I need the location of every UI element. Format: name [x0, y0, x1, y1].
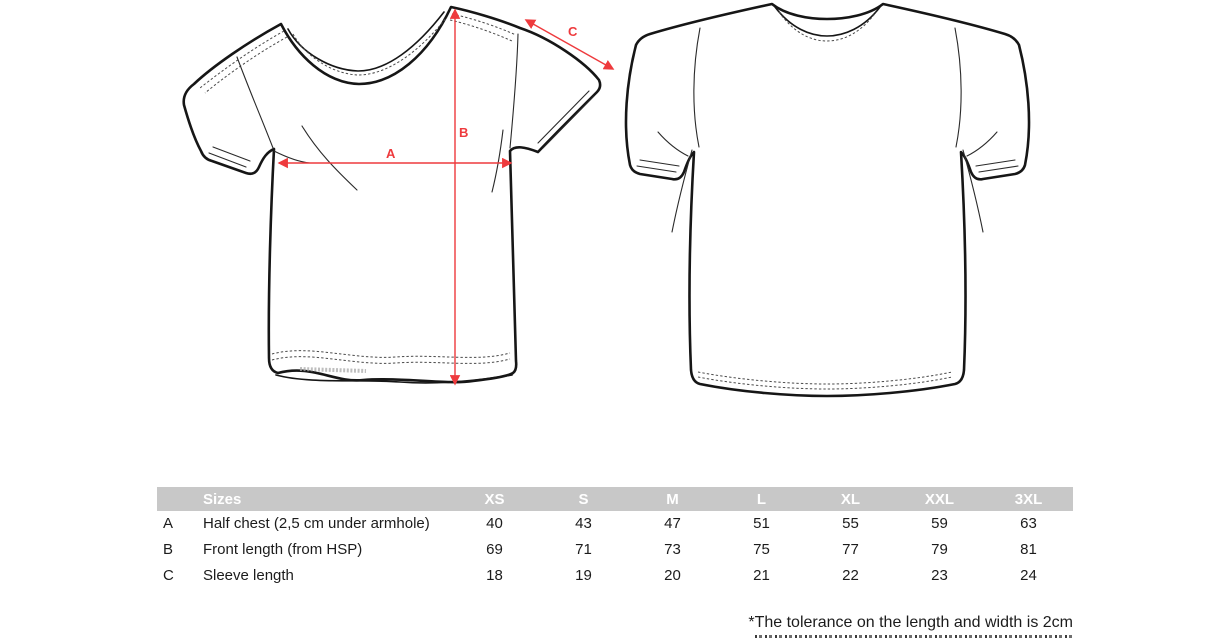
header-sizes-label: Sizes	[203, 490, 242, 508]
row-letter: C	[163, 566, 174, 584]
row-value: 77	[842, 541, 859, 559]
tshirt-front-view	[182, 5, 602, 384]
row-value: 73	[664, 541, 681, 559]
tshirt-back-hem-stitch	[697, 371, 953, 390]
row-value: 47	[664, 515, 681, 533]
cutoff-text-line	[755, 635, 1075, 638]
header-col-s: S	[578, 490, 589, 508]
tshirt-front-shoulder-stitch-left	[199, 30, 288, 94]
measure-c-line	[524, 19, 615, 70]
tshirt-back-cuff-right	[975, 159, 1019, 173]
row-value: 22	[842, 566, 859, 584]
row-value: 24	[1020, 566, 1037, 584]
tshirt-front-collar-stitch	[292, 16, 448, 76]
row-value: 55	[842, 515, 859, 533]
tshirt-back-cuff-left	[636, 159, 680, 173]
row-letter: A	[163, 515, 174, 533]
tshirt-back-outline	[624, 2, 1031, 398]
tshirt-back-wrinkle-left	[657, 131, 693, 233]
size-table-header: Sizes XS S M L XL XXL 3XL	[157, 487, 1073, 511]
tolerance-footnote: *The tolerance on the length and width i…	[748, 614, 1073, 631]
header-col-xxl: XXL	[924, 490, 955, 508]
table-row-front-length: B Front length (from HSP) 69 71 73 75 77…	[157, 537, 1073, 563]
row-value: 19	[575, 566, 592, 584]
measure-c-label: C	[568, 24, 578, 39]
measurement-annotations: A B C	[277, 8, 615, 386]
header-col-xl: XL	[840, 490, 861, 508]
header-col-xs: XS	[484, 490, 505, 508]
header-col-m: M	[666, 490, 679, 508]
row-value: 43	[575, 515, 592, 533]
row-value: 59	[931, 515, 948, 533]
row-measure-name: Half chest (2,5 cm under armhole)	[203, 515, 430, 533]
row-measure-name: Front length (from HSP)	[203, 541, 363, 559]
row-value: 79	[931, 541, 948, 559]
row-measure-name: Sleeve length	[203, 566, 294, 584]
row-value: 75	[753, 541, 770, 559]
tshirt-back-view	[624, 2, 1031, 398]
tshirt-back-armhole-right	[954, 27, 962, 148]
tshirt-front-outline	[182, 5, 602, 384]
row-value: 40	[486, 515, 503, 533]
tshirt-back-collar-inner	[774, 6, 881, 37]
tshirt-front-armhole-right	[509, 33, 519, 149]
tshirt-front-cuff-left	[208, 146, 251, 168]
row-letter: B	[163, 541, 174, 559]
row-value: 69	[486, 541, 503, 559]
tshirt-front-cuff-right	[537, 90, 595, 149]
row-value: 81	[1020, 541, 1037, 559]
row-value: 21	[753, 566, 770, 584]
header-col-3xl: 3XL	[1014, 490, 1043, 508]
row-value: 63	[1020, 515, 1037, 533]
tshirt-front-hem-shadow	[299, 367, 367, 373]
row-value: 23	[931, 566, 948, 584]
table-row-sleeve-length: C Sleeve length 18 19 20 21 22 23 24	[157, 562, 1073, 588]
row-value: 71	[575, 541, 592, 559]
row-value: 18	[486, 566, 503, 584]
table-row-half-chest: A Half chest (2,5 cm under armhole) 40 4…	[157, 511, 1073, 537]
tshirt-back-wrinkle-right	[962, 131, 998, 233]
tshirt-back-collar-stitch	[778, 11, 877, 42]
measure-a-label: A	[386, 146, 396, 161]
row-value: 51	[753, 515, 770, 533]
header-col-l: L	[756, 490, 767, 508]
tshirt-measurement-diagram: A B C	[182, 2, 1031, 398]
tshirt-back-armhole-left	[693, 27, 701, 148]
tshirt-front-hem-drape	[275, 374, 513, 384]
measure-b-label: B	[459, 125, 468, 140]
row-value: 20	[664, 566, 681, 584]
tshirt-front-armhole-left	[236, 56, 274, 149]
size-table: Sizes XS S M L XL XXL 3XL A Half chest (…	[157, 487, 1073, 588]
